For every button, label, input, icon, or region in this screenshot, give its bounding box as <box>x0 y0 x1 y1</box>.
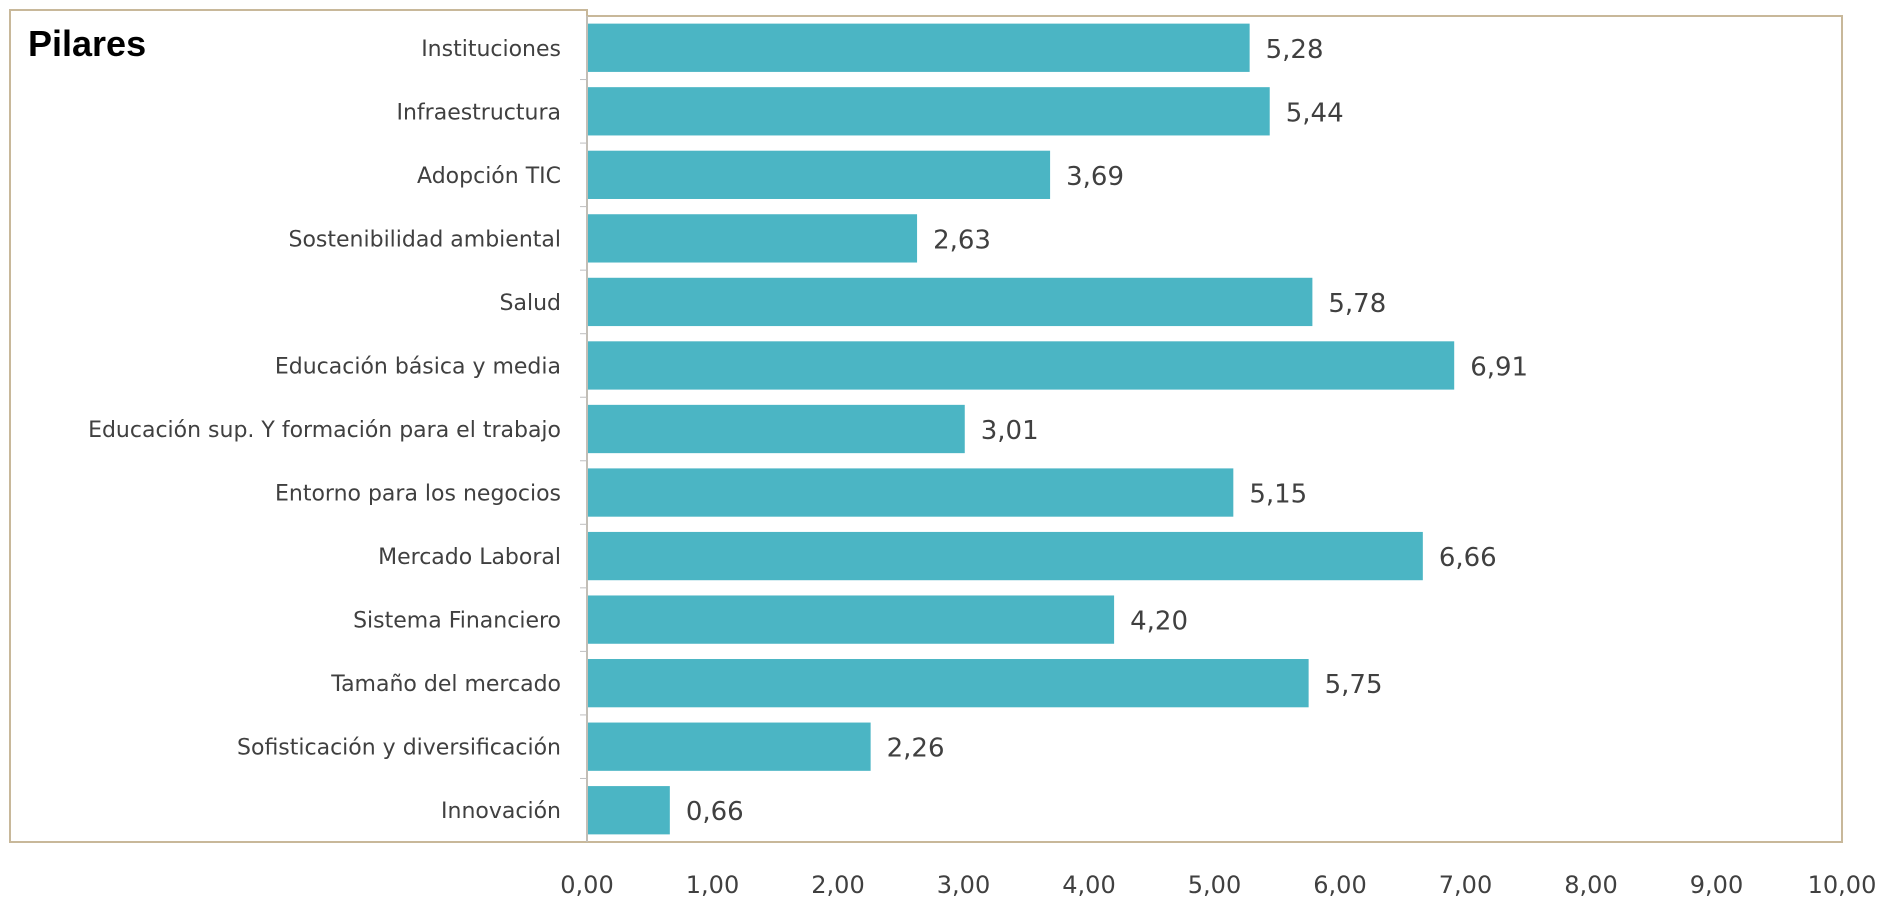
data-label: 4,20 <box>1130 607 1188 637</box>
bar <box>588 595 1115 644</box>
bar <box>588 341 1455 390</box>
category-label: Infraestructura <box>396 100 561 125</box>
data-label: 5,44 <box>1286 98 1344 128</box>
x-axis-ticks: 0,00 1,00 2,00 3,00 4,00 5,00 6,00 7,00 8,00 9,00… <box>560 871 1876 899</box>
category-label: Educación básica y media <box>275 354 561 379</box>
data-label: 5,15 <box>1249 480 1307 510</box>
x-tick-label: 3,00 <box>937 871 990 899</box>
category-label: Sistema Financiero <box>353 609 561 634</box>
data-label: 5,28 <box>1266 35 1324 65</box>
data-label: 5,78 <box>1328 289 1386 319</box>
x-tick-label: 10,00 <box>1808 871 1877 899</box>
category-label: Mercado Laboral <box>378 545 561 570</box>
bar <box>588 786 670 835</box>
data-label: 0,66 <box>686 797 744 827</box>
category-label: Innovación <box>441 799 561 824</box>
category-label: Tamaño del mercado <box>330 672 561 697</box>
x-tick-label: 1,00 <box>686 871 739 899</box>
x-tick-label: 7,00 <box>1439 871 1492 899</box>
data-label: 3,01 <box>981 416 1039 446</box>
category-label: Sostenibilidad ambiental <box>289 227 562 252</box>
bar <box>588 214 918 263</box>
category-label: Instituciones <box>421 37 561 62</box>
category-label: Salud <box>500 291 561 316</box>
x-tick-label: 0,00 <box>560 871 613 899</box>
bar <box>588 87 1270 136</box>
data-label: 3,69 <box>1066 162 1124 192</box>
bar <box>588 404 965 454</box>
data-label: 6,66 <box>1439 543 1497 573</box>
bar <box>588 277 1313 327</box>
data-label: 2,26 <box>887 734 945 764</box>
bar <box>588 468 1234 517</box>
category-label: Educación sup. Y formación para el traba… <box>88 418 561 443</box>
data-label: 6,91 <box>1470 352 1528 382</box>
data-label: 5,75 <box>1325 670 1383 700</box>
category-label: Sofisticación y diversificación <box>237 736 561 761</box>
bar <box>588 150 1051 199</box>
bar <box>588 722 871 771</box>
bar <box>588 531 1423 581</box>
category-label: Entorno para los negocios <box>275 482 561 507</box>
x-tick-label: 4,00 <box>1062 871 1115 899</box>
bar <box>588 23 1250 72</box>
bars-layer: Instituciones 5,28 Infraestructura 5,44 Adop… <box>88 23 1528 835</box>
chart-title: Pilares <box>28 23 146 64</box>
x-tick-label: 8,00 <box>1564 871 1617 899</box>
x-tick-label: 2,00 <box>811 871 864 899</box>
x-tick-label: 6,00 <box>1313 871 1366 899</box>
bar <box>588 659 1309 708</box>
data-label: 2,63 <box>933 225 991 255</box>
x-tick-label: 5,00 <box>1188 871 1241 899</box>
category-label: Adopción TIC <box>417 164 561 189</box>
x-tick-label: 9,00 <box>1690 871 1743 899</box>
